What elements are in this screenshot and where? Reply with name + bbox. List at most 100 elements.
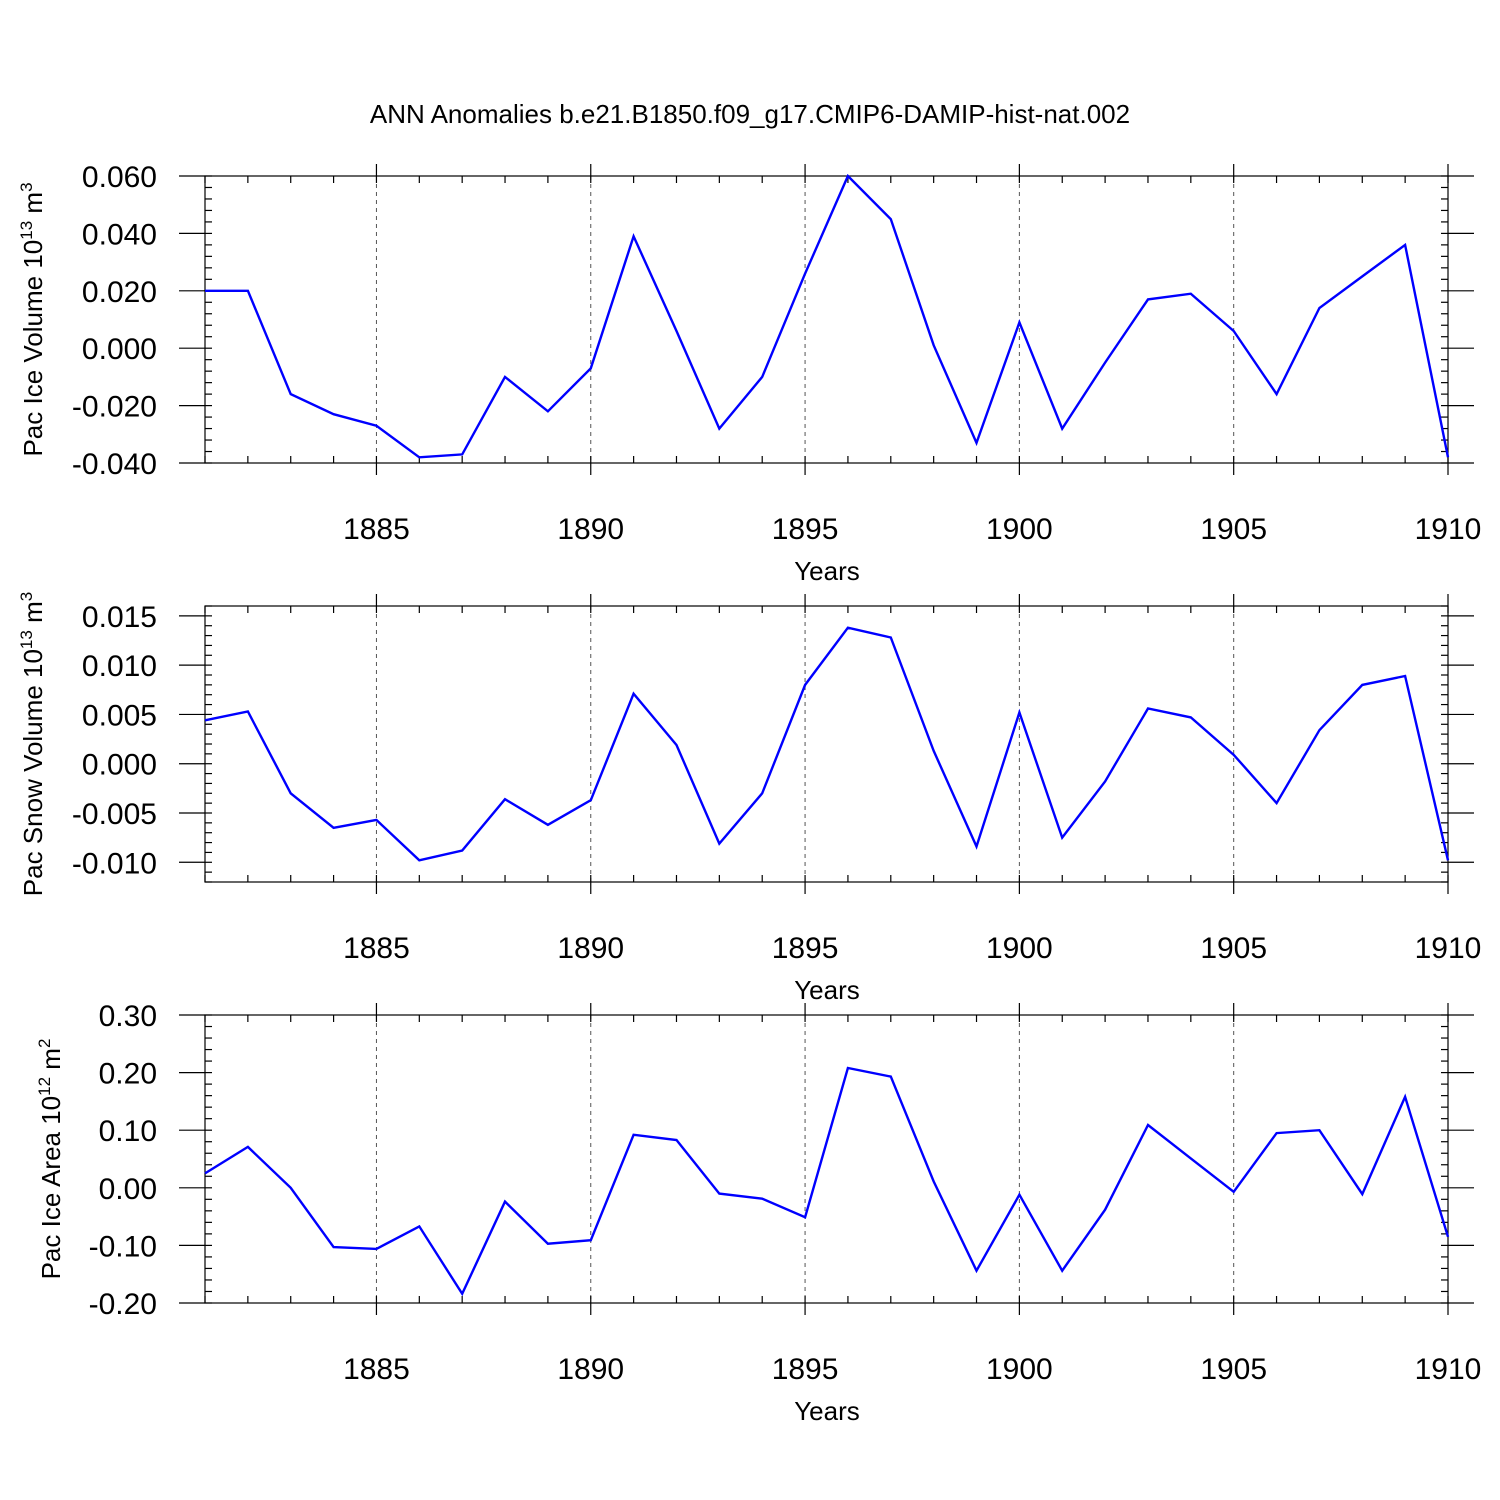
x-tick-label: 1885	[343, 513, 410, 546]
y-tick-label: -0.010	[72, 847, 157, 880]
data-point	[1017, 1193, 1021, 1197]
series-line	[204, 626, 1450, 862]
data-point	[1360, 683, 1364, 687]
y-tick-label: 0.10	[99, 1115, 157, 1148]
x-tick-label: 1910	[1415, 513, 1482, 546]
x-tick-label: 1895	[772, 1353, 839, 1386]
data-point	[203, 1171, 207, 1175]
data-point	[546, 1242, 550, 1246]
data-point	[1189, 715, 1193, 719]
data-point	[1446, 858, 1450, 862]
data-point	[674, 329, 678, 333]
y-tick-label: -0.20	[89, 1288, 157, 1321]
x-tick-label: 1895	[772, 513, 839, 546]
data-point	[1146, 297, 1150, 301]
x-axis-label: Years	[794, 556, 860, 586]
y-tick-label: 0.015	[82, 601, 157, 634]
data-point	[975, 441, 979, 445]
data-point	[246, 289, 250, 293]
data-point	[1275, 1131, 1279, 1135]
chart-panel-2: -0.010 -0.005 0.000 0.005 0.010 0.015 1885 1890…	[17, 592, 1481, 1005]
data-point	[417, 455, 421, 459]
data-point	[760, 1197, 764, 1201]
x-tick-label: 1900	[986, 1353, 1053, 1386]
y-tick-label: 0.000	[82, 333, 157, 366]
x-tick-label: 1885	[343, 1353, 410, 1386]
data-point	[1403, 243, 1407, 247]
data-point	[1403, 674, 1407, 678]
data-point	[1060, 836, 1064, 840]
data-point	[1317, 306, 1321, 310]
x-axis-label: Years	[794, 1396, 860, 1426]
data-point	[332, 412, 336, 416]
data-point	[589, 798, 593, 802]
y-tick-label: 0.005	[82, 699, 157, 732]
x-tick-label: 1905	[1200, 513, 1267, 546]
y-tick-label: 0.20	[99, 1058, 157, 1091]
data-point	[717, 427, 721, 431]
data-point	[203, 289, 207, 293]
data-point	[589, 1238, 593, 1242]
chart-panel-3: -0.20 -0.10 0.00 0.10 0.20 0.30 1885 1890 1895 19…	[35, 1000, 1481, 1426]
y-axis-label: Pac Ice Area 1012 m2	[35, 1039, 66, 1280]
x-tick-label: 1910	[1415, 1353, 1482, 1386]
x-tick-label: 1895	[772, 932, 839, 965]
data-point	[289, 392, 293, 396]
x-axis-label: Years	[794, 975, 860, 1005]
data-point	[846, 1066, 850, 1070]
data-point	[546, 409, 550, 413]
data-point	[717, 842, 721, 846]
data-point	[975, 1269, 979, 1273]
data-point	[1403, 1095, 1407, 1099]
data-point	[417, 1224, 421, 1228]
data-point	[932, 749, 936, 753]
series-line	[205, 173, 1450, 459]
data-point	[246, 1145, 250, 1149]
x-tick-label: 1900	[986, 932, 1053, 965]
data-point	[1103, 779, 1107, 783]
data-point	[374, 1247, 378, 1251]
data-point	[374, 424, 378, 428]
x-tick-label: 1885	[343, 932, 410, 965]
data-point	[1060, 1269, 1064, 1273]
plot-frame	[204, 605, 1449, 883]
data-point	[1017, 320, 1021, 324]
data-point	[803, 683, 807, 687]
y-tick-label: 0.020	[82, 276, 157, 309]
y-tick-label: 0.010	[82, 650, 157, 683]
data-point	[246, 709, 250, 713]
data-point	[632, 1133, 636, 1137]
series-line	[204, 1066, 1450, 1297]
data-point	[674, 1138, 678, 1142]
data-point	[1360, 1192, 1364, 1196]
data-point	[846, 626, 850, 630]
data-point	[503, 1200, 507, 1204]
x-tick-label: 1910	[1415, 932, 1482, 965]
data-point	[417, 858, 421, 862]
data-point	[889, 1075, 893, 1079]
data-point	[975, 845, 979, 849]
data-point	[889, 636, 893, 640]
x-tick-label: 1905	[1200, 932, 1267, 965]
data-point	[632, 692, 636, 696]
x-tick-label: 1890	[557, 932, 624, 965]
data-point	[460, 848, 464, 852]
data-point	[1317, 1128, 1321, 1132]
data-point	[503, 797, 507, 801]
data-point	[289, 791, 293, 795]
data-point	[1189, 292, 1193, 296]
data-point	[1146, 707, 1150, 711]
plot-frame	[204, 175, 1449, 464]
x-tick-label: 1890	[557, 513, 624, 546]
figure-title: ANN Anomalies b.e21.B1850.f09_g17.CMIP6-…	[370, 99, 1130, 129]
data-point	[589, 366, 593, 370]
chart-panel-1: -0.040 -0.020 0.000 0.020 0.040 0.060 1885 1890…	[17, 161, 1481, 586]
y-tick-label: -0.005	[72, 798, 157, 831]
data-point	[1360, 274, 1364, 278]
data-point	[1232, 329, 1236, 333]
y-tick-label: 0.00	[99, 1173, 157, 1206]
data-point	[1146, 1123, 1150, 1127]
y-axis-label: Pac Snow Volume 1013 m3	[17, 592, 48, 896]
data-point	[803, 1215, 807, 1219]
data-point	[332, 1245, 336, 1249]
